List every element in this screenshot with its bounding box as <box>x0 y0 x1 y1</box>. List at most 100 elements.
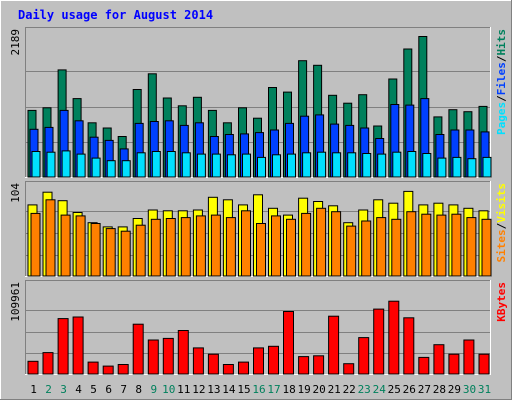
sites-bar-day-27 <box>421 213 432 277</box>
x-tick-label-day-25: 25 <box>388 383 401 396</box>
kbytes-bar-day-10 <box>162 337 174 375</box>
kbytes-bar-day-26 <box>403 317 415 375</box>
sites-bar-day-17 <box>271 215 281 277</box>
legend-kbytes: KBytes <box>495 282 508 322</box>
panel-2: 104 <box>9 181 492 277</box>
legend-pages: Pages <box>495 102 508 135</box>
pages-bar-day-7 <box>121 160 131 178</box>
sites-bar-day-9 <box>150 218 161 277</box>
sites-bar-day-7 <box>120 230 131 277</box>
kbytes-bar-day-28 <box>433 344 445 375</box>
kbytes-bar-day-21 <box>328 315 340 375</box>
kbytes-bar-day-23 <box>358 337 370 375</box>
y-max-label: 2189 <box>9 29 22 56</box>
x-tick-label-day-20: 20 <box>312 383 325 396</box>
kbytes-bar-day-20 <box>313 355 325 375</box>
pages-bar-day-29 <box>452 156 462 178</box>
pages-bar-day-6 <box>106 160 116 178</box>
x-tick-label-day-1: 1 <box>30 383 37 396</box>
sites-bar-day-26 <box>406 211 417 277</box>
kbytes-bar-day-1 <box>27 360 39 375</box>
kbytes-bar-day-2 <box>42 352 54 375</box>
sites-bar-day-12 <box>195 215 206 277</box>
x-axis-day-labels: 1 2 3 4 5 6 7 8 9 10 11 12 13 14 15 16 17 18 19 20 21 22 23 24 2… <box>30 383 491 396</box>
pages-bar-day-17 <box>272 154 281 178</box>
x-tick-label-day-2: 2 <box>45 383 52 396</box>
sites-bar-day-30 <box>466 217 477 277</box>
legend-sites: Sites <box>495 229 508 262</box>
kbytes-bar-day-31 <box>478 353 490 375</box>
kbytes-bar-day-16 <box>253 347 264 375</box>
sites-bar-day-8 <box>135 224 146 277</box>
x-tick-label-day-6: 6 <box>105 383 112 396</box>
pages-bar-day-26 <box>407 151 417 178</box>
sites-bar-day-3 <box>60 214 71 277</box>
kbytes-bar-day-25 <box>388 300 400 375</box>
pages-bar-day-12 <box>196 153 206 178</box>
x-tick-label-day-8: 8 <box>135 383 142 396</box>
sites-bar-day-19 <box>301 212 312 277</box>
kbytes-bar-day-22 <box>343 363 355 375</box>
panel-1: 2189 <box>9 27 492 178</box>
kbytes-bar-day-19 <box>298 356 310 375</box>
x-tick-label-day-30: 30 <box>463 383 476 396</box>
x-tick-label-day-3: 3 <box>60 383 67 396</box>
x-tick-label-day-14: 14 <box>222 383 236 396</box>
kbytes-bar-day-15 <box>238 361 249 375</box>
x-tick-label-day-13: 13 <box>207 383 220 396</box>
x-tick-label-day-9: 9 <box>150 383 157 396</box>
kbytes-bar-day-18 <box>283 311 294 375</box>
pages-bar-day-1 <box>31 151 41 178</box>
pages-bar-day-5 <box>91 157 101 178</box>
sites-bar-day-4 <box>75 215 86 277</box>
chart-title: Daily usage for August 2014 <box>18 8 213 22</box>
sites-bar-day-20 <box>316 207 327 277</box>
sites-bar-day-1 <box>30 212 41 277</box>
sites-bar-day-16 <box>256 223 266 277</box>
sites-bar-day-29 <box>451 213 462 277</box>
pages-bar-day-22 <box>347 152 357 178</box>
sites-bar-day-5 <box>90 223 101 277</box>
sites-bar-day-6 <box>105 228 116 277</box>
pages-bar-day-2 <box>46 151 56 178</box>
legend-visits: Visits <box>495 183 508 223</box>
kbytes-bar-day-6 <box>102 365 114 375</box>
pages-bar-day-24 <box>377 153 387 178</box>
panel-3: 109961 <box>9 280 491 375</box>
legend-separator: / <box>495 95 508 102</box>
pages-bar-day-16 <box>257 156 266 178</box>
legend-files: Files <box>495 62 508 95</box>
sites-bar-day-2 <box>45 199 56 277</box>
pages-bar-day-31 <box>482 156 492 178</box>
pages-bar-day-18 <box>287 153 296 178</box>
sites-bar-day-10 <box>165 218 176 277</box>
sites-bar-day-18 <box>286 218 296 277</box>
pages-bar-day-28 <box>437 157 447 178</box>
x-tick-label-day-7: 7 <box>120 383 127 396</box>
legend-panel-1: Pages/Files/Hits <box>495 29 508 135</box>
x-tick-label-day-18: 18 <box>282 383 295 396</box>
legend-separator: / <box>495 222 508 229</box>
x-tick-label-day-15: 15 <box>237 383 250 396</box>
pages-bar-day-14 <box>226 154 236 178</box>
pages-bar-day-10 <box>166 151 176 178</box>
kbytes-bar-day-14 <box>222 364 234 375</box>
kbytes-bar-day-7 <box>117 364 129 375</box>
legend-separator: / <box>495 55 508 62</box>
x-tick-label-day-10: 10 <box>162 383 175 396</box>
x-tick-label-day-17: 17 <box>267 383 280 396</box>
x-tick-label-day-27: 27 <box>418 383 431 396</box>
x-tick-label-day-21: 21 <box>328 383 341 396</box>
sites-bar-day-23 <box>361 220 372 277</box>
kbytes-bar-day-4 <box>72 316 84 375</box>
pages-bar-day-25 <box>392 151 402 178</box>
x-tick-label-day-23: 23 <box>358 383 371 396</box>
kbytes-bar-day-11 <box>177 330 189 375</box>
pages-bar-day-21 <box>332 152 342 178</box>
kbytes-bar-day-3 <box>57 318 69 375</box>
kbytes-bar-day-30 <box>463 339 475 375</box>
kbytes-bar-day-12 <box>192 347 204 375</box>
pages-bar-day-15 <box>242 153 251 178</box>
legend-panel-3: KBytes <box>495 282 508 322</box>
legend-panel-2: Sites/Visits <box>495 183 508 263</box>
